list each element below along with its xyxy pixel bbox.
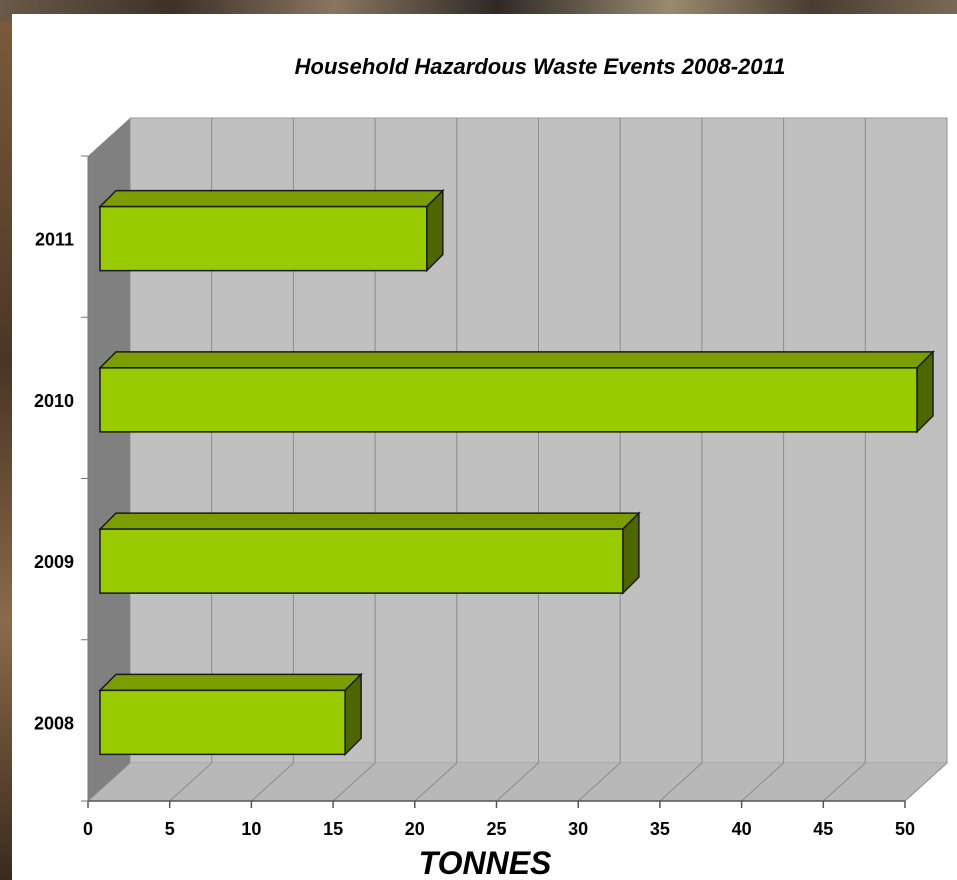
x-tick-label: 30 <box>568 819 588 839</box>
floor-gridline <box>496 762 539 802</box>
bar-top <box>98 512 641 530</box>
x-tick-label: 10 <box>241 819 261 839</box>
bar-2011 <box>99 205 428 272</box>
bar-top <box>98 673 363 692</box>
chart-panel: Household Hazardous Waste Events 2008-20… <box>12 14 957 880</box>
floor-gridline <box>904 762 948 802</box>
x-tick-label: 5 <box>165 819 175 839</box>
x-tick-label: 35 <box>650 819 670 839</box>
floor-gridline <box>169 762 213 802</box>
bar-top <box>98 351 935 369</box>
floor-gridline <box>332 762 376 802</box>
side-wall <box>88 118 130 801</box>
x-axis-label: TONNES <box>419 845 552 880</box>
bar-2009 <box>99 528 624 594</box>
floor-gridline <box>822 762 866 802</box>
plot-area: 0 5 10 15 20 25 30 35 40 45 50 2008 2009 2010 2011 <box>34 117 948 839</box>
bar-2010 <box>99 367 918 433</box>
background-photo-left <box>0 22 14 880</box>
x-tick-label: 45 <box>813 819 833 839</box>
x-tick-label: 15 <box>323 819 343 839</box>
y-tick-label: 2008 <box>34 713 74 733</box>
y-tick-label: 2011 <box>35 230 74 250</box>
x-tick-label: 50 <box>895 819 915 839</box>
bar-chart: Household Hazardous Waste Events 2008-20… <box>34 54 948 880</box>
floor-gridline <box>87 762 131 802</box>
floor-gridline <box>414 762 458 802</box>
x-tick-label: 25 <box>486 819 506 839</box>
x-tick-label: 20 <box>405 819 425 839</box>
floor-gridline <box>741 762 784 802</box>
bar-top <box>98 189 445 208</box>
x-tick-label: 40 <box>732 819 752 839</box>
floor-gridline <box>659 762 703 802</box>
floor-gridline <box>251 762 294 802</box>
y-tick-label: 2009 <box>34 552 74 572</box>
x-tick-label: 0 <box>83 819 93 839</box>
floor-gridline <box>577 762 621 802</box>
y-tick-label: 2010 <box>34 391 74 411</box>
bar-2008 <box>99 689 346 756</box>
chart-title: Household Hazardous Waste Events 2008-20… <box>295 54 786 79</box>
